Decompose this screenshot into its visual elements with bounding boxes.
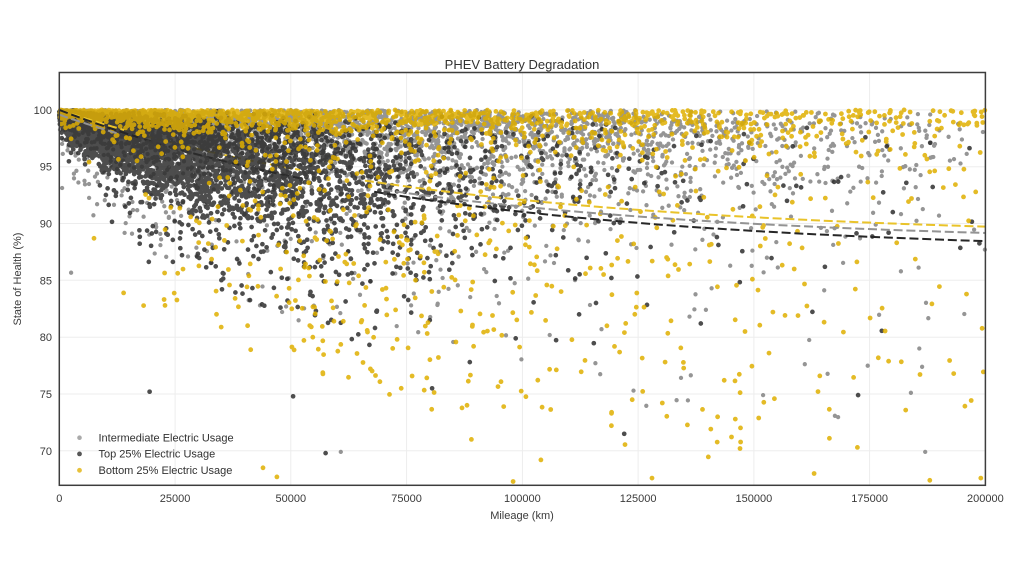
svg-text:Intermediate Electric Usage: Intermediate Electric Usage (99, 433, 234, 445)
svg-text:25000: 25000 (160, 493, 191, 505)
svg-text:0: 0 (56, 493, 62, 505)
svg-text:100: 100 (34, 105, 52, 117)
svg-text:200000: 200000 (967, 493, 1004, 505)
svg-text:90: 90 (40, 219, 52, 231)
svg-text:75000: 75000 (391, 493, 422, 505)
svg-text:95: 95 (40, 162, 52, 174)
svg-text:Bottom 25% Electric Usage: Bottom 25% Electric Usage (99, 465, 233, 477)
svg-text:125000: 125000 (620, 493, 657, 505)
svg-text:175000: 175000 (851, 493, 888, 505)
svg-text:100000: 100000 (504, 493, 541, 505)
svg-text:50000: 50000 (276, 493, 307, 505)
svg-text:Mileage (km): Mileage (km) (490, 510, 554, 522)
svg-text:70: 70 (40, 446, 52, 458)
svg-text:85: 85 (40, 275, 52, 287)
svg-text:150000: 150000 (736, 493, 773, 505)
svg-text:Top 25% Electric Usage: Top 25% Electric Usage (99, 449, 216, 461)
svg-text:State of Health (%): State of Health (%) (12, 233, 24, 326)
svg-text:PHEV Battery Degradation: PHEV Battery Degradation (445, 57, 600, 72)
svg-text:80: 80 (40, 332, 52, 344)
svg-text:75: 75 (40, 389, 52, 401)
